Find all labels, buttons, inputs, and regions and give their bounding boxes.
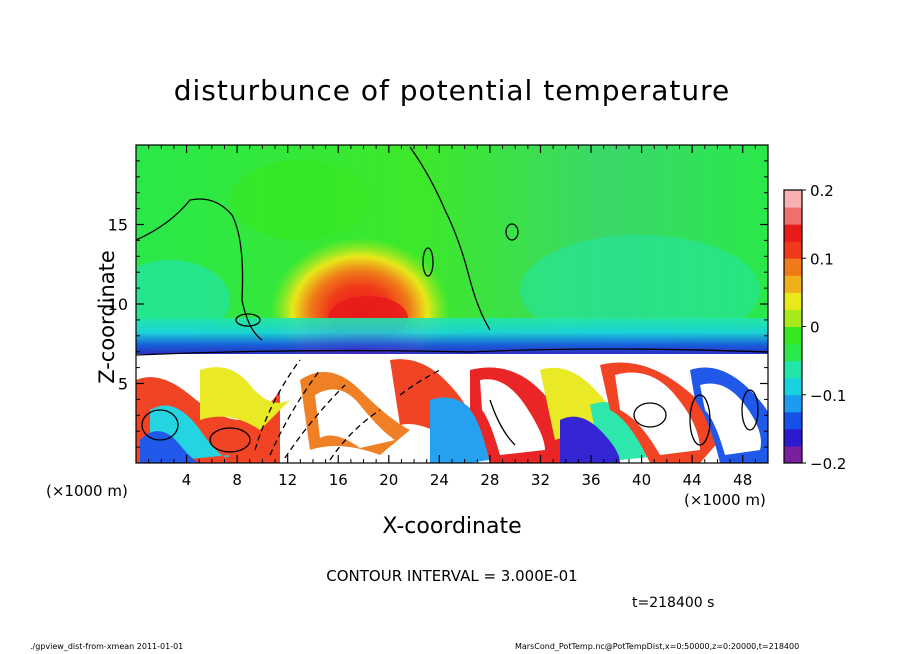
x-unit-label-left: (×1000 m) bbox=[46, 482, 128, 500]
x-tick-label: 36 bbox=[581, 471, 600, 489]
colorbar-swatch bbox=[784, 326, 802, 345]
colorbar-swatch bbox=[784, 377, 802, 396]
colorbar-tick-label: 0.2 bbox=[810, 182, 834, 200]
colorbar-swatch bbox=[784, 428, 802, 447]
colorbar-tick-label: 0 bbox=[810, 319, 820, 337]
colorbar-swatch bbox=[784, 275, 802, 293]
colorbar-swatch bbox=[784, 241, 802, 259]
x-tick-label: 8 bbox=[232, 471, 242, 489]
heatmap-field bbox=[136, 145, 768, 463]
colorbar-tick-label: −0.1 bbox=[810, 387, 846, 405]
colorbar-swatch bbox=[784, 343, 802, 362]
colorbar-swatch bbox=[784, 445, 802, 464]
y-tick-label: 15 bbox=[108, 216, 128, 235]
colorbar-swatch bbox=[784, 360, 802, 379]
x-tick-label: 48 bbox=[733, 471, 752, 489]
chart-title: disturbunce of potential temperature bbox=[173, 74, 731, 107]
y-tick-label: 5 bbox=[118, 375, 128, 394]
x-axis-label: X-coordinate bbox=[382, 514, 522, 539]
x-tick-label: 16 bbox=[329, 471, 348, 489]
colorbar-tick-label: −0.2 bbox=[810, 455, 846, 473]
colorbar-tick-label: 0.1 bbox=[810, 250, 834, 268]
y-tick-label: 10 bbox=[108, 295, 128, 314]
contour-interval-label: CONTOUR INTERVAL = 3.000E-01 bbox=[326, 567, 578, 585]
colorbar-swatch bbox=[784, 411, 802, 430]
colorbar-swatch bbox=[784, 207, 802, 225]
footer-source-info: MarsCond_PotTemp.nc@PotTempDist,x=0:5000… bbox=[515, 642, 800, 651]
colorbar-swatch bbox=[784, 224, 802, 242]
x-tick-label: 44 bbox=[683, 471, 702, 489]
x-tick-label: 24 bbox=[430, 471, 449, 489]
colorbar-swatch bbox=[784, 190, 802, 208]
x-tick-label: 28 bbox=[480, 471, 499, 489]
x-unit-label-right: (×1000 m) bbox=[684, 491, 766, 509]
x-tick-label: 20 bbox=[379, 471, 398, 489]
time-label: t=218400 s bbox=[632, 595, 715, 611]
colorbar-swatch bbox=[784, 394, 802, 413]
x-tick-label: 32 bbox=[531, 471, 550, 489]
colorbar-swatch bbox=[784, 258, 802, 276]
footer-script-name: ./gpview_dist-from-xmean 2011-01-01 bbox=[30, 642, 184, 651]
colorbar: 0.2 0.1 0 −0.1 −0.2 bbox=[783, 182, 846, 473]
y-axis-label: Z-coordinate bbox=[94, 250, 119, 384]
x-tick-label: 4 bbox=[182, 471, 192, 489]
x-tick-label: 40 bbox=[632, 471, 651, 489]
colorbar-swatch bbox=[784, 309, 802, 327]
colorbar-swatch bbox=[784, 292, 802, 310]
x-tick-label: 12 bbox=[278, 471, 297, 489]
